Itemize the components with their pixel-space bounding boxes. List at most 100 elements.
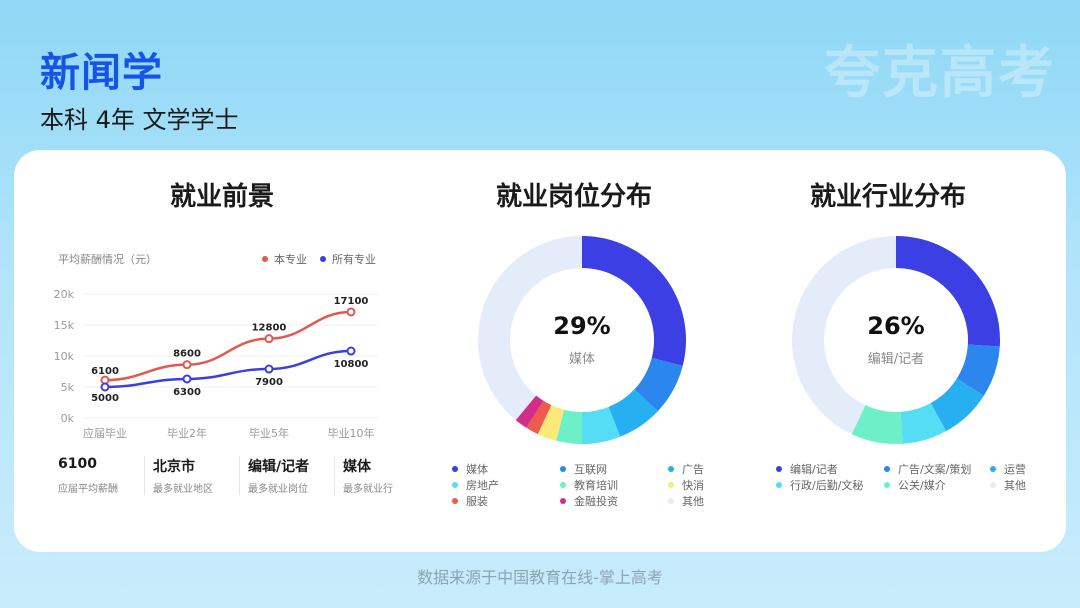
stat-value: 媒体	[343, 459, 371, 475]
legend-item: 教育培训	[560, 478, 668, 492]
legend-item-all: 所有专业	[320, 251, 376, 267]
legend-label: 运营	[1004, 463, 1026, 476]
legend-item: 广告/文案/策划	[884, 462, 990, 476]
data-point	[182, 360, 192, 370]
legend-label: 其他	[1004, 479, 1026, 492]
data-point	[100, 382, 110, 392]
legend-label-all: 所有专业	[332, 253, 376, 266]
donut-slice	[792, 236, 896, 435]
industries-pct: 26%	[867, 312, 925, 340]
donut-slice	[515, 395, 544, 428]
x-tick-label: 应届毕业	[83, 426, 127, 440]
legend-dot	[452, 498, 458, 504]
watermark: 夸克高考	[824, 41, 1056, 106]
y-tick-label: 0k	[61, 412, 75, 425]
legend-item: 媒体	[452, 462, 560, 476]
stat-salary: 6100 应届平均薪酬	[58, 456, 144, 495]
positions-donut-chart	[478, 236, 686, 444]
data-label: 12800	[252, 323, 287, 334]
stat-label: 最多就业岗位	[248, 484, 308, 495]
stat-label: 最多就业地区	[153, 484, 213, 495]
y-tick-label: 5k	[61, 381, 75, 394]
legend-item: 房地产	[452, 478, 560, 492]
section-title-industries: 就业行业分布	[809, 182, 966, 212]
series-line	[104, 349, 352, 389]
line-chart-subtitle: 平均薪酬情况（元）	[58, 253, 157, 266]
legend-label: 互联网	[574, 463, 607, 476]
stat-value: 北京市	[153, 459, 195, 475]
legend-item: 其他	[990, 478, 1050, 492]
x-tick-label: 毕业10年	[328, 426, 375, 440]
donut-slice	[608, 389, 658, 437]
data-label: 6100	[91, 366, 119, 377]
major-title: 新闻学	[40, 50, 163, 96]
legend-item: 快消	[668, 478, 728, 492]
content-card	[14, 150, 1066, 552]
stat-value: 编辑/记者	[248, 459, 310, 475]
donut-slice	[526, 400, 552, 435]
legend-item: 金融投资	[560, 494, 668, 508]
legend-dot	[884, 482, 890, 488]
legend-dot	[452, 482, 458, 488]
legend-label: 教育培训	[574, 479, 618, 492]
legend-label: 行政/后勤/文秘	[790, 479, 864, 492]
industries-legend: 编辑/记者 广告/文案/策划 运营行政/后勤/文秘 公关/媒介 其他	[776, 462, 1050, 492]
legend-label: 广告	[682, 463, 704, 476]
major-subtitle: 本科 4年 文学学士	[40, 106, 239, 134]
x-tick-label: 毕业5年	[249, 426, 289, 440]
legend-item-major: 本专业	[262, 251, 307, 267]
legend-label: 公关/媒介	[898, 479, 946, 492]
donut-slice	[582, 406, 621, 444]
legend-item: 行政/后勤/文秘	[776, 478, 884, 492]
legend-item: 运营	[990, 462, 1050, 476]
legend-label: 房地产	[466, 479, 499, 492]
legend-dot	[668, 466, 674, 472]
data-label: 10800	[334, 359, 369, 370]
donut-slice	[556, 409, 582, 444]
legend-dot	[990, 482, 996, 488]
legend-dot	[776, 482, 782, 488]
legend-dot	[884, 466, 890, 472]
legend-dot	[776, 466, 782, 472]
donut-slice	[634, 357, 683, 412]
legend-label: 广告/文案/策划	[898, 463, 972, 476]
data-label: 5000	[91, 393, 119, 404]
donut-slice	[478, 236, 582, 421]
legend-item: 互联网	[560, 462, 668, 476]
donut-slice	[900, 403, 947, 444]
data-point	[264, 364, 274, 374]
series-line	[104, 310, 352, 382]
legend-dot-major	[262, 256, 268, 262]
legend-dot	[452, 466, 458, 472]
donut-slice	[930, 378, 984, 432]
stat-label: 最多就业行	[343, 484, 393, 495]
legend-label: 编辑/记者	[790, 463, 838, 476]
legend-label: 媒体	[466, 463, 488, 476]
y-tick-label: 20k	[54, 288, 75, 301]
stat-value: 6100	[58, 456, 97, 472]
stat-position: 编辑/记者 最多就业岗位	[239, 456, 334, 495]
donut-slice	[956, 344, 1000, 396]
legend-label: 金融投资	[574, 495, 618, 508]
legend-dot	[668, 482, 674, 488]
donut-slice	[896, 236, 1000, 347]
legend-dot	[990, 466, 996, 472]
data-label: 8600	[173, 349, 201, 360]
legend-dot	[560, 498, 566, 504]
legend-dot	[668, 498, 674, 504]
stats-row: 6100 应届平均薪酬 北京市 最多就业地区 编辑/记者 最多就业岗位 媒体 最…	[58, 456, 429, 495]
legend-dot-all	[320, 256, 326, 262]
legend-dot	[560, 466, 566, 472]
y-tick-label: 10k	[54, 350, 75, 363]
industries-donut-center: 26% 编辑/记者	[826, 312, 966, 367]
data-point	[182, 374, 192, 384]
data-point	[346, 346, 356, 356]
data-label: 6300	[173, 387, 201, 398]
positions-pct-label: 媒体	[568, 352, 595, 367]
legend-label: 服装	[466, 495, 488, 508]
data-point	[264, 334, 274, 344]
legend-dot	[560, 482, 566, 488]
data-label: 7900	[255, 377, 283, 388]
positions-legend: 媒体 互联网 广告 房地产 教育培训 快消 服装 金融投资 其他	[452, 462, 728, 508]
